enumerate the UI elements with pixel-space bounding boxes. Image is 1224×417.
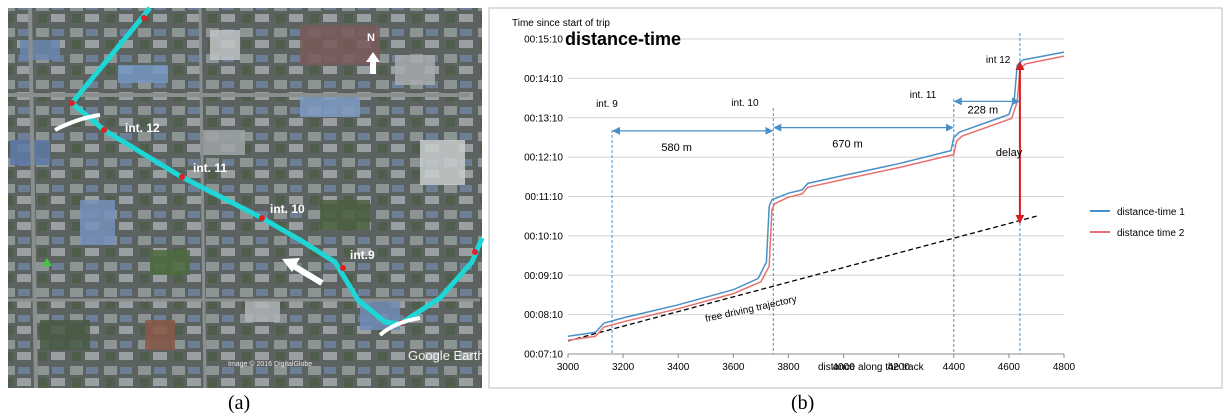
series-line-1 (567, 51, 1065, 338)
x-tick-label: 4600 (998, 362, 1021, 373)
map-label-int-11: int. 11 (193, 161, 227, 175)
x-tick-label: 3200 (612, 362, 635, 373)
north-arrow-icon (366, 52, 380, 74)
x-tick-label: 3600 (722, 362, 745, 373)
delay-annotation: delay (996, 60, 1025, 224)
caption-b: (b) (791, 392, 815, 414)
legend-label-series-1: distance-time 1 (1117, 207, 1185, 218)
x-tick-label: 3800 (777, 362, 800, 373)
y-tick-label: 00:10:10 (524, 231, 563, 242)
map-label-int-10: int. 10 (270, 202, 305, 216)
y-tick-label: 00:12:10 (524, 153, 563, 164)
distance-label: 228 m (968, 104, 999, 116)
x-tick-label: 3000 (557, 362, 580, 373)
imagery-credit: Image © 2016 DigitalGlobe (228, 360, 312, 368)
intersection-label: int. 11 (910, 90, 937, 101)
y-tick-label: 00:15:10 (524, 35, 563, 46)
distance-label: 670 m (832, 139, 863, 151)
y-tick-label: 00:11:10 (525, 192, 564, 203)
intersection-label: int. 10 (731, 98, 759, 109)
google-earth-brand: Google Earth (408, 348, 485, 363)
x-tick-labels: 3000 3200 3400 3600 3800 4000 4200 4400 4600 4800 (557, 354, 1076, 373)
x-tick-label: 4800 (1053, 362, 1076, 373)
legend-label-series-2: distance time 2 (1117, 228, 1185, 239)
gps-trace (378, 316, 421, 337)
x-tick-label: 4400 (943, 362, 966, 373)
satellite-map: N int. 12 int. 11 int. 10 int.9 Image © … (8, 6, 485, 389)
y-tick-label: 00:13:10 (524, 113, 563, 124)
gridlines (568, 38, 1064, 355)
distance-label: 580 m (661, 142, 692, 154)
chart-title: distance-time (565, 29, 681, 49)
intersection-label: int 12 (986, 55, 1011, 66)
legend: distance-time 1 distance time 2 (1090, 207, 1185, 239)
reference-line (567, 215, 1037, 342)
x-axis-label: distance along the track (818, 362, 925, 373)
y-axis-label: Time since start of trip (512, 18, 610, 29)
north-label: N (367, 32, 375, 44)
caption-a: (a) (228, 392, 251, 414)
chart-frame (488, 7, 1223, 389)
y-tick-label: 00:14:10 (524, 74, 563, 85)
distance-time-chart: 00:07:10 00:08:10 00:09:10 00:10:10 00:11:10… (488, 7, 1223, 389)
gps-trace (54, 113, 101, 132)
y-tick-labels: 00:07:10 00:08:10 00:09:10 00:10:10 00:11:10… (524, 35, 563, 361)
y-tick-label: 00:09:10 (524, 271, 563, 282)
series-lines (567, 51, 1065, 341)
y-tick-label: 00:08:10 (524, 310, 563, 321)
x-tick-label: 3400 (667, 362, 690, 373)
x-tick-label: 4000 (832, 362, 855, 373)
distance-annotations: 580 m 670 m 228 m (612, 97, 1020, 154)
intersection-label: int. 9 (596, 99, 618, 110)
map-label-int-12: int. 12 (125, 121, 160, 135)
x-tick-label: 4200 (888, 362, 911, 373)
intersection-lines: int. 9 int. 10 int. 11 int 12 (596, 33, 1021, 354)
delay-label: delay (996, 147, 1023, 159)
location-pin-icon (42, 258, 52, 266)
series-line-2 (567, 55, 1065, 341)
direction-arrow-icon (282, 258, 324, 286)
y-tick-label: 00:07:10 (524, 350, 563, 361)
map-label-int-9: int.9 (350, 248, 375, 262)
